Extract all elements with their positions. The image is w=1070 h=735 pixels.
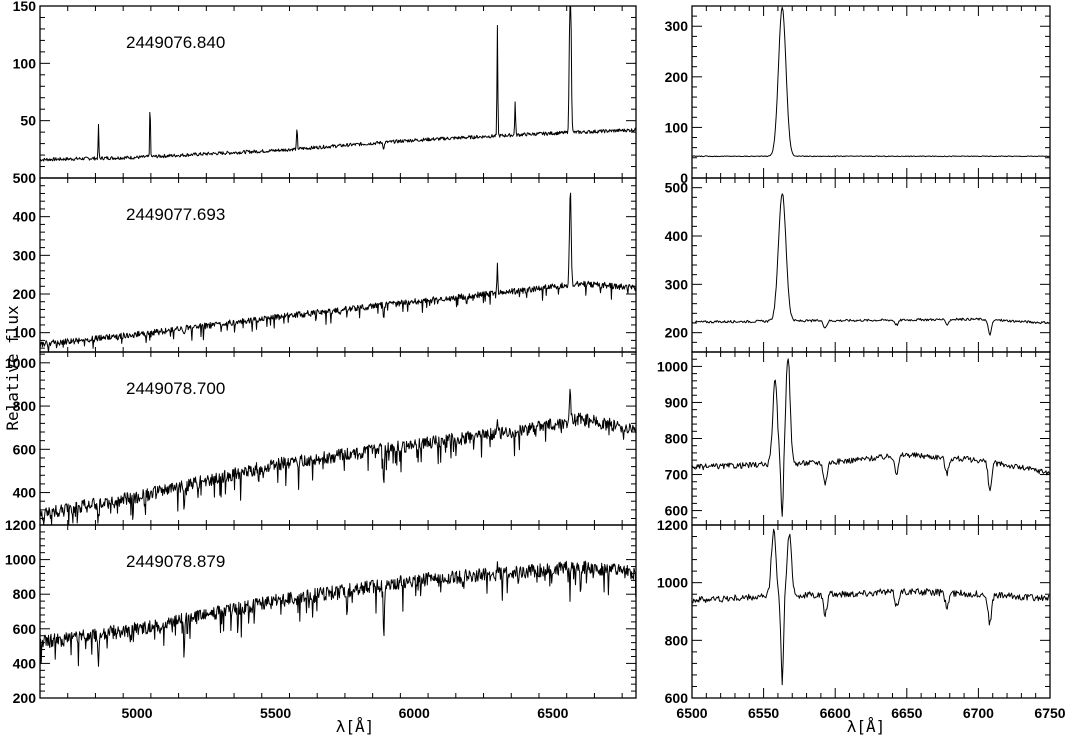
- x-tick-label: 5000: [121, 705, 152, 721]
- y-tick-label: 100: [13, 325, 37, 341]
- spectrum-line: [39, 192, 637, 353]
- y-tick-label: 1000: [657, 575, 688, 591]
- panel-frame: [691, 5, 1051, 179]
- y-tick-label: 1200: [5, 517, 36, 533]
- spectrum-panel: 200 400 600 800 1000 1200 2449078.879 5000 5500 6…: [5, 517, 637, 721]
- panel-frame: [691, 177, 1051, 353]
- y-tick-label: 600: [13, 621, 37, 637]
- y-tick-label: 400: [13, 655, 37, 671]
- y-tick-label: 700: [665, 467, 689, 483]
- spectrum-panel: 600 700 800 900 1000: [657, 351, 1051, 526]
- x-axis-title-left: λ[Å]: [336, 717, 375, 735]
- julian-date-label: 2449078.879: [126, 552, 225, 571]
- y-tick-label: 200: [665, 69, 689, 85]
- x-tick-label: 6500: [537, 705, 568, 721]
- y-tick-label: 200: [665, 325, 689, 341]
- spectrum-panel: 50 100 150 2449076.840: [13, 0, 637, 179]
- y-tick-label: 1000: [5, 552, 36, 568]
- y-tick-label: 500: [13, 170, 37, 186]
- x-tick-label: 6500: [676, 705, 707, 721]
- spectrum-line: [691, 193, 1050, 336]
- x-tick-label: 6750: [1034, 705, 1065, 721]
- y-tick-label: 800: [13, 586, 37, 602]
- panel-frame: [691, 351, 1051, 526]
- y-tick-label: 150: [13, 0, 37, 14]
- y-tick-label: 500: [665, 180, 689, 196]
- panels: 50 100 150 2449076.840 100 200 300 400 500 244907…: [5, 0, 1066, 721]
- julian-date-label: 2449076.840: [126, 33, 225, 52]
- y-tick-label: 1000: [657, 358, 688, 374]
- spectrum-line: [39, 388, 637, 526]
- x-tick-label: 6700: [963, 705, 994, 721]
- x-tick-label: 6600: [820, 705, 851, 721]
- y-tick-label: 600: [665, 503, 689, 519]
- x-tick-label: 6550: [748, 705, 779, 721]
- panel-frame: [39, 5, 637, 179]
- y-tick-label: 300: [13, 247, 37, 263]
- spectrum-panel: 0 100 200 300: [665, 5, 1051, 186]
- y-tick-label: 1000: [5, 355, 36, 371]
- y-tick-label: 1200: [657, 517, 688, 533]
- y-tick-label: 300: [665, 18, 689, 34]
- y-tick-label: 800: [665, 431, 689, 447]
- y-tick-label: 400: [13, 209, 37, 225]
- y-tick-label: 600: [665, 690, 689, 706]
- julian-date-label: 2449077.693: [126, 205, 225, 224]
- julian-date-label: 2449078.700: [126, 379, 225, 398]
- panel-frame: [39, 524, 637, 699]
- y-axis-title: Relative flux: [3, 305, 22, 431]
- spectrum-line: [691, 528, 1050, 686]
- y-tick-label: 100: [13, 55, 37, 71]
- x-tick-label: 5500: [260, 705, 291, 721]
- y-tick-label: 600: [13, 441, 37, 457]
- y-tick-label: 300: [665, 276, 689, 292]
- y-tick-label: 50: [20, 113, 36, 129]
- y-tick-label: 200: [13, 286, 37, 302]
- spectrum-panel: 100 200 300 400 500 2449077.693: [13, 170, 637, 353]
- spectrum-line: [39, 5, 637, 162]
- panel-frame: [691, 524, 1051, 699]
- y-tick-label: 900: [665, 394, 689, 410]
- spectrum-panel: 600 800 1000 1200 6500 6550 6600 6650 6700 6750: [657, 517, 1066, 721]
- y-tick-label: 800: [665, 632, 689, 648]
- y-tick-label: 800: [13, 398, 37, 414]
- y-tick-label: 200: [13, 690, 37, 706]
- spectrum-panel: 400 600 800 1000 2449078.700: [5, 351, 637, 526]
- spectrum-line: [691, 6, 1050, 158]
- y-tick-label: 100: [665, 119, 689, 135]
- y-tick-label: 400: [665, 228, 689, 244]
- x-tick-label: 6000: [399, 705, 430, 721]
- y-tick-label: 400: [13, 485, 37, 501]
- x-tick-label: 6650: [891, 705, 922, 721]
- spectrum-line: [39, 560, 637, 668]
- x-axis-title-right: λ[Å]: [847, 717, 886, 735]
- y-tick-label: 0: [680, 170, 688, 186]
- spectrum-line: [691, 358, 1050, 517]
- spectrum-panel: 200 300 400 500: [665, 177, 1051, 353]
